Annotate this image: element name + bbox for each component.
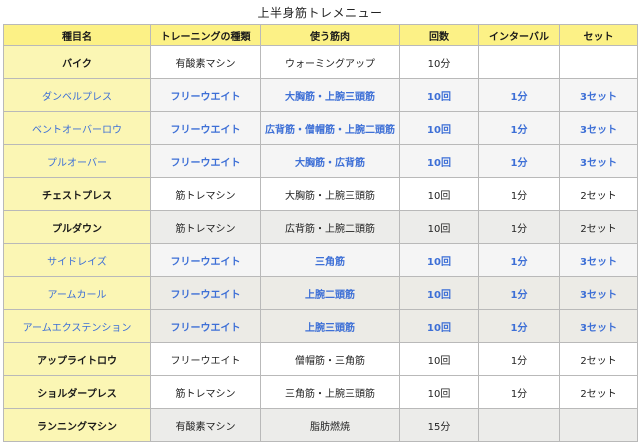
cell-interval: 1分 [478,243,560,277]
table-row: チェストプレス 筋トレマシン 大胸筋・上腕三頭筋 10回 1分 2セット [3,177,638,211]
cell-training-type: フリーウエイト [150,78,261,112]
cell-exercise-name: プルダウン [3,210,151,244]
cell-sets: 3セット [559,144,638,178]
cell-training-type: フリーウエイト [150,309,261,343]
cell-target-muscle: 上腕三頭筋 [260,309,400,343]
cell-training-type: 筋トレマシン [150,210,261,244]
cell-reps: 10分 [399,45,479,79]
cell-training-type: 有酸素マシン [150,45,261,79]
cell-sets: 3セット [559,309,638,343]
table-row: ダンベルプレス フリーウエイト 大胸筋・上腕三頭筋 10回 1分 3セット [3,78,638,112]
cell-reps: 15分 [399,408,479,442]
cell-interval: 1分 [478,276,560,310]
cell-exercise-name: サイドレイズ [3,243,151,277]
column-header-reps: 回数 [399,24,479,46]
cell-sets: 3セット [559,276,638,310]
cell-sets [559,408,638,442]
cell-reps: 10回 [399,375,479,409]
cell-exercise-name: アップライトロウ [3,342,151,376]
cell-target-muscle: 上腕二頭筋 [260,276,400,310]
table-row: プルオーバー フリーウエイト 大胸筋・広背筋 10回 1分 3セット [3,144,638,178]
cell-interval: 1分 [478,177,560,211]
cell-training-type: フリーウエイト [150,342,261,376]
column-header-exercise: 種目名 [3,24,151,46]
cell-exercise-name: プルオーバー [3,144,151,178]
column-header-muscle: 使う筋肉 [260,24,400,46]
cell-exercise-name: アームカール [3,276,151,310]
table-row: ショルダープレス 筋トレマシン 三角筋・上腕三頭筋 10回 1分 2セット [3,375,638,409]
cell-interval: 1分 [478,78,560,112]
cell-exercise-name: ランニングマシン [3,408,151,442]
table-row: バイク 有酸素マシン ウォーミングアップ 10分 [3,45,638,79]
table-row: アームエクステンション フリーウエイト 上腕三頭筋 10回 1分 3セット [3,309,638,343]
cell-training-type: フリーウエイト [150,276,261,310]
cell-target-muscle: 大胸筋・広背筋 [260,144,400,178]
cell-reps: 10回 [399,111,479,145]
cell-sets: 2セット [559,375,638,409]
cell-interval: 1分 [478,375,560,409]
cell-target-muscle: 広背筋・上腕二頭筋 [260,210,400,244]
cell-exercise-name: ショルダープレス [3,375,151,409]
cell-reps: 10回 [399,78,479,112]
cell-sets: 3セット [559,78,638,112]
cell-sets [559,45,638,79]
cell-target-muscle: 脂肪燃焼 [260,408,400,442]
cell-reps: 10回 [399,210,479,244]
training-menu-table: 種目名 トレーニングの種類 使う筋肉 回数 インターバル セット バイク 有酸素マ… [3,24,638,442]
column-header-interval: インターバル [478,24,560,46]
cell-target-muscle: ウォーミングアップ [260,45,400,79]
cell-sets: 2セット [559,210,638,244]
column-header-type: トレーニングの種類 [150,24,261,46]
cell-target-muscle: 大胸筋・上腕三頭筋 [260,177,400,211]
cell-training-type: 有酸素マシン [150,408,261,442]
cell-interval: 1分 [478,309,560,343]
cell-training-type: 筋トレマシン [150,177,261,211]
cell-exercise-name: アームエクステンション [3,309,151,343]
table-row: ランニングマシン 有酸素マシン 脂肪燃焼 15分 [3,408,638,442]
table-row: アームカール フリーウエイト 上腕二頭筋 10回 1分 3セット [3,276,638,310]
table-row: アップライトロウ フリーウエイト 僧帽筋・三角筋 10回 1分 2セット [3,342,638,376]
cell-reps: 10回 [399,309,479,343]
cell-sets: 3セット [559,243,638,277]
table-row: プルダウン 筋トレマシン 広背筋・上腕二頭筋 10回 1分 2セット [3,210,638,244]
cell-exercise-name: ベントオーバーロウ [3,111,151,145]
cell-target-muscle: 僧帽筋・三角筋 [260,342,400,376]
cell-target-muscle: 三角筋・上腕三頭筋 [260,375,400,409]
cell-target-muscle: 大胸筋・上腕三頭筋 [260,78,400,112]
cell-interval: 1分 [478,210,560,244]
cell-training-type: フリーウエイト [150,111,261,145]
cell-interval [478,45,560,79]
cell-target-muscle: 三角筋 [260,243,400,277]
cell-reps: 10回 [399,276,479,310]
cell-interval [478,408,560,442]
cell-exercise-name: バイク [3,45,151,79]
cell-interval: 1分 [478,342,560,376]
cell-sets: 3セット [559,111,638,145]
table-row: サイドレイズ フリーウエイト 三角筋 10回 1分 3セット [3,243,638,277]
cell-reps: 10回 [399,342,479,376]
cell-reps: 10回 [399,177,479,211]
cell-exercise-name: ダンベルプレス [3,78,151,112]
cell-exercise-name: チェストプレス [3,177,151,211]
cell-training-type: フリーウエイト [150,243,261,277]
cell-training-type: 筋トレマシン [150,375,261,409]
cell-training-type: フリーウエイト [150,144,261,178]
cell-target-muscle: 広背筋・僧帽筋・上腕二頭筋 [260,111,400,145]
cell-reps: 10回 [399,144,479,178]
cell-interval: 1分 [478,144,560,178]
cell-sets: 2セット [559,177,638,211]
table-row: ベントオーバーロウ フリーウエイト 広背筋・僧帽筋・上腕二頭筋 10回 1分 3セット [3,111,638,145]
column-header-sets: セット [559,24,638,46]
table-header-row: 種目名 トレーニングの種類 使う筋肉 回数 インターバル セット [3,24,638,46]
cell-reps: 10回 [399,243,479,277]
cell-sets: 2セット [559,342,638,376]
page-title: 上半身筋トレメニュー [257,6,383,20]
cell-interval: 1分 [478,111,560,145]
